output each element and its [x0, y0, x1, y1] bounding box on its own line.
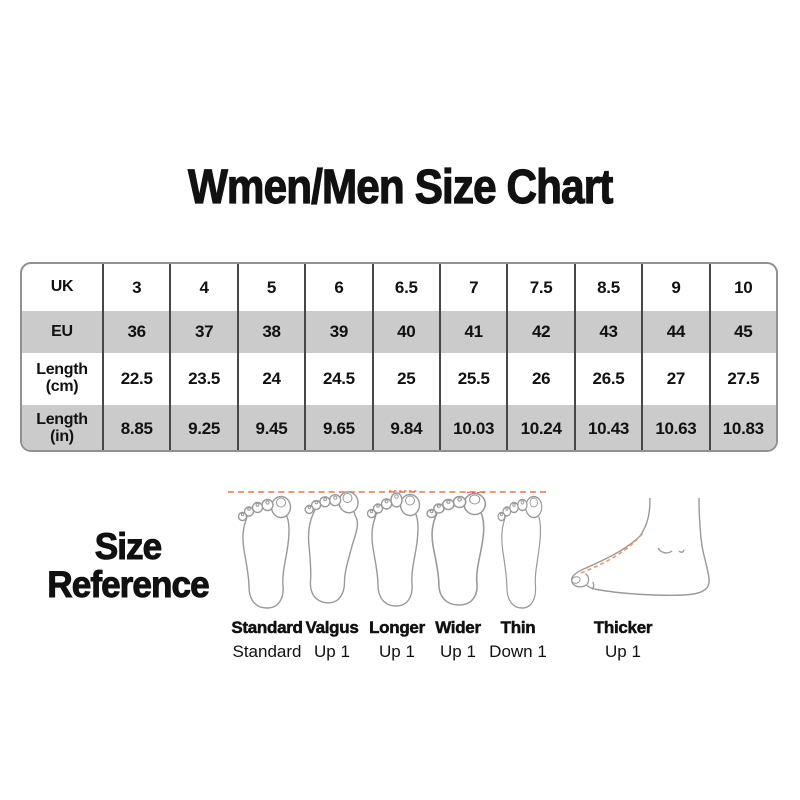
value-cell: 39 — [304, 311, 372, 353]
foot-thicker-figure — [568, 496, 756, 616]
ref-type-label: Valgus — [305, 618, 359, 638]
size-reference-heading: Size Reference — [22, 526, 234, 605]
ref-adjustment-label: Up 1 — [379, 642, 415, 661]
value-cell: 7.5 — [506, 264, 573, 311]
value-cell: 24 — [236, 353, 304, 405]
size-reference-heading-line2: Reference — [47, 564, 210, 605]
value-cell: 6.5 — [371, 264, 439, 311]
foot-top-view-thin-icon — [497, 495, 543, 609]
value-cell: 24.5 — [304, 353, 371, 405]
value-cell: 45 — [708, 311, 776, 353]
size-chart-table: UK 3 4 5 6 6.5 7 7.5 8.5 9 10 EU 36 37 38 39 40 41 42 43 44 4… — [20, 262, 778, 452]
value-cell: 26.5 — [573, 353, 641, 405]
ref-label-longer: Longer Up 1 — [342, 618, 452, 662]
value-cell: 37 — [169, 311, 237, 353]
value-cell: 10.24 — [506, 405, 574, 450]
value-cell: 40 — [371, 311, 439, 353]
ref-adjustment-label: Up 1 — [605, 642, 641, 661]
value-cell: 9.25 — [169, 405, 237, 450]
value-cell: 10.43 — [573, 405, 642, 450]
value-cell: 9.65 — [304, 405, 372, 450]
foot-standard-figure — [236, 494, 298, 619]
row-header-cell: Length (in) — [22, 405, 102, 450]
foot-top-view-valgus-icon — [304, 491, 359, 604]
foot-longer-figure — [365, 489, 427, 618]
page-title-text: Wmen/Men Size Chart — [187, 160, 613, 214]
value-cell: 23.5 — [169, 353, 236, 405]
foot-wider-figure — [425, 491, 493, 618]
value-cell: 7 — [439, 264, 506, 311]
value-cell: 8.5 — [573, 264, 641, 311]
value-cell: 9 — [641, 264, 708, 311]
value-cell: 36 — [102, 311, 170, 353]
value-cell: 9.45 — [236, 405, 305, 450]
value-cell: 44 — [641, 311, 709, 353]
value-cell: 6 — [304, 264, 371, 311]
value-cell: 10.63 — [641, 405, 709, 450]
value-cell: 9.84 — [371, 405, 439, 450]
toe-guide-dashed-line — [228, 491, 546, 493]
foot-top-view-wider-icon — [426, 491, 487, 606]
row-header-cell: UK — [50, 278, 74, 296]
value-cell: 38 — [236, 311, 305, 353]
value-cell: 8.85 — [102, 405, 170, 450]
value-cell: 22.5 — [102, 353, 169, 405]
value-cell: 27.5 — [708, 353, 776, 405]
ref-adjustment-label: Standard — [232, 642, 302, 661]
value-cell: 43 — [573, 311, 642, 353]
value-cell: 41 — [439, 311, 507, 353]
ref-adjustment-label: Down 1 — [489, 642, 547, 661]
page-title: Wmen/Men Size Chart — [0, 160, 800, 215]
ref-label-wider: Wider Up 1 — [403, 618, 513, 662]
ref-adjustment-label: Up 1 — [314, 642, 350, 661]
value-cell: 25.5 — [439, 353, 506, 405]
ref-label-thin: Thin Down 1 — [463, 618, 573, 662]
value-cell: 4 — [169, 264, 236, 311]
foot-side-view-thicker-icon — [570, 497, 710, 596]
value-cell: 3 — [102, 264, 169, 311]
ref-type-label: Thicker — [593, 618, 653, 638]
foot-thin-figure — [494, 494, 550, 619]
value-cell: 42 — [506, 311, 574, 353]
ref-label-standard: Standard Standard — [212, 618, 322, 662]
value-cell: 5 — [236, 264, 304, 311]
value-cell: 27 — [641, 353, 708, 405]
ref-label-thicker: Thicker Up 1 — [568, 618, 678, 662]
value-cell: 10 — [708, 264, 776, 311]
value-cell: 26 — [506, 353, 573, 405]
ref-type-label: Standard — [231, 618, 303, 638]
ref-label-valgus: Valgus Up 1 — [277, 618, 387, 662]
ref-adjustment-label: Up 1 — [440, 642, 476, 661]
value-cell: 25 — [371, 353, 439, 405]
foot-top-view-longer-icon — [366, 490, 421, 607]
ref-type-label: Longer — [369, 618, 426, 638]
foot-top-view-standard-icon — [237, 495, 292, 609]
value-cell: 10.83 — [708, 405, 776, 450]
row-header-cell: EU — [22, 311, 102, 353]
ref-type-label: Wider — [435, 618, 481, 638]
ref-type-label: Thin — [500, 618, 536, 638]
size-reference-heading-line1: Size — [94, 526, 162, 567]
row-header-cell: Length (cm) — [36, 361, 88, 395]
foot-valgus-figure — [300, 489, 362, 617]
value-cell: 10.03 — [439, 405, 507, 450]
